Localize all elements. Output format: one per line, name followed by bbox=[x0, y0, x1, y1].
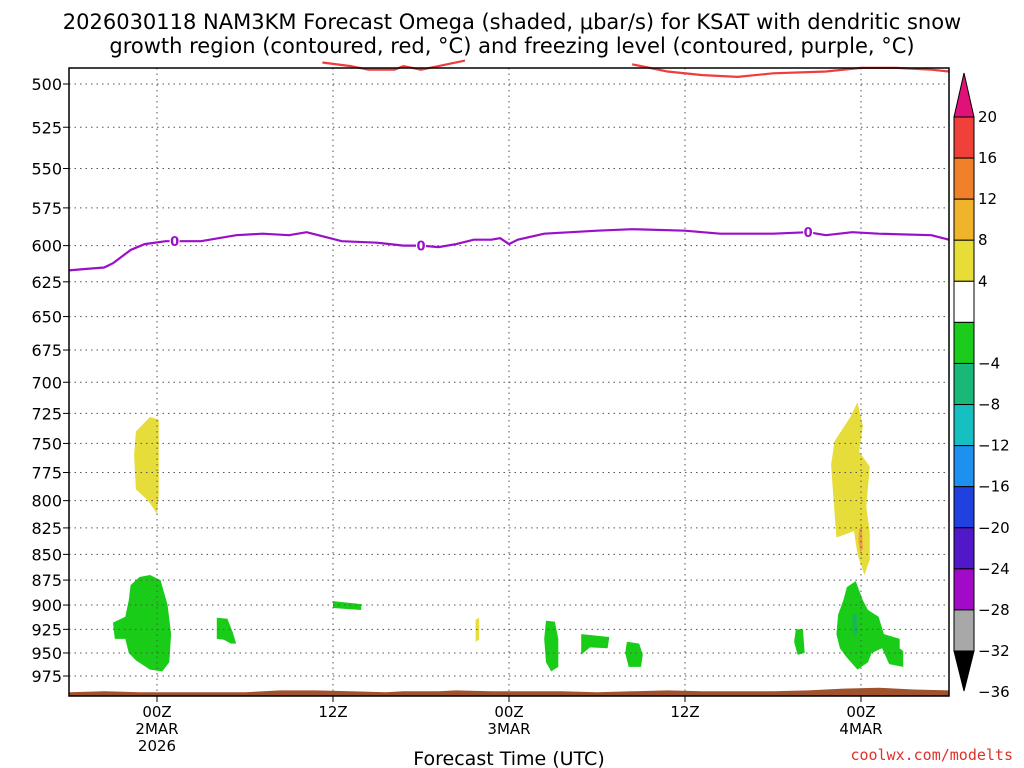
omega-region-11 bbox=[836, 581, 904, 670]
omega-region-4 bbox=[113, 575, 172, 672]
y-tick-label-675: 675 bbox=[31, 341, 62, 360]
y-tick-label-950: 950 bbox=[31, 644, 62, 663]
freezing-level-label-0: 0 bbox=[170, 235, 179, 250]
y-tick-label-825: 825 bbox=[31, 519, 62, 538]
y-tick-label-775: 775 bbox=[31, 463, 62, 482]
colorbar-top-arrow bbox=[953, 72, 975, 118]
omega-region-9 bbox=[625, 641, 643, 667]
colorbar-bottom-arrow bbox=[953, 650, 975, 692]
colorbar-segment-10 bbox=[953, 527, 975, 570]
x-tick-label-40-0: 00Z bbox=[846, 703, 875, 721]
x-axis-title: Forecast Time (UTC) bbox=[413, 748, 604, 768]
colorbar-segment-3 bbox=[953, 239, 975, 282]
ground-layer bbox=[69, 687, 949, 696]
ground-fill bbox=[69, 687, 949, 696]
x-tick-label-20-1: 3MAR bbox=[487, 720, 530, 738]
colorbar-label-8: −16 bbox=[978, 478, 1010, 496]
colorbar-label-0: 20 bbox=[978, 108, 997, 126]
gridlines bbox=[69, 68, 949, 696]
title-line-2: growth region (contoured, red, °C) and f… bbox=[109, 34, 914, 58]
colorbar-label-4: 4 bbox=[978, 272, 988, 290]
omega-region-2 bbox=[858, 526, 863, 553]
colorbar-segment-8 bbox=[953, 445, 975, 488]
y-axis: 500 525 550 575 600 625 650 675 700 725 750 775 800 8… bbox=[31, 75, 69, 686]
omega-region-5 bbox=[216, 617, 237, 644]
freezing-level-label-2: 0 bbox=[804, 226, 813, 241]
omega-region-10 bbox=[794, 629, 805, 655]
colorbar-label-3: 8 bbox=[978, 231, 988, 249]
freezing-level-label-1: 0 bbox=[416, 240, 425, 255]
colorbar-segment-6 bbox=[953, 362, 975, 406]
x-tick-label-0-1: 2MAR bbox=[135, 720, 178, 738]
freezing-label-bg-1 bbox=[416, 237, 426, 253]
omega-shading bbox=[113, 402, 904, 672]
y-tick-label-850: 850 bbox=[31, 545, 62, 564]
colorbar-segment-1 bbox=[953, 157, 975, 200]
chart-title: 2026030118 NAM3KM Forecast Omega (shaded… bbox=[63, 10, 961, 58]
colorbar-segment-5 bbox=[953, 321, 975, 364]
colorbar-label-12: −32 bbox=[978, 642, 1010, 660]
omega-region-12 bbox=[852, 612, 858, 636]
y-tick-label-900: 900 bbox=[31, 596, 62, 615]
colorbar-label-1: 16 bbox=[978, 149, 997, 167]
credit-text: coolwx.com/modelts bbox=[850, 746, 1013, 764]
y-tick-label-700: 700 bbox=[31, 373, 62, 392]
x-tick-label-40-1: 4MAR bbox=[839, 720, 882, 738]
colorbar-label-13: −36 bbox=[978, 683, 1010, 701]
y-tick-label-750: 750 bbox=[31, 434, 62, 453]
title-line-1: 2026030118 NAM3KM Forecast Omega (shaded… bbox=[63, 10, 961, 34]
colorbar-label-11: −28 bbox=[978, 601, 1010, 619]
x-tick-label-30-0: 12Z bbox=[670, 703, 699, 721]
y-tick-label-800: 800 bbox=[31, 492, 62, 511]
freezing-label-bg-2 bbox=[803, 224, 814, 240]
freezing-level-line bbox=[68, 228, 950, 272]
omega-region-8 bbox=[581, 634, 610, 655]
y-tick-label-925: 925 bbox=[31, 620, 62, 639]
y-tick-label-525: 525 bbox=[31, 118, 62, 137]
y-tick-label-650: 650 bbox=[31, 308, 62, 327]
colorbar-segment-9 bbox=[953, 486, 975, 529]
colorbar-segment-11 bbox=[953, 568, 975, 611]
y-tick-label-625: 625 bbox=[31, 273, 62, 292]
omega-region-7 bbox=[544, 620, 559, 672]
colorbar-label-10: −24 bbox=[978, 560, 1010, 578]
x-tick-label-0-0: 00Z bbox=[142, 703, 171, 721]
x-tick-label-0-2: 2026 bbox=[138, 737, 176, 755]
colorbar-label-6: −8 bbox=[978, 396, 1000, 414]
y-tick-label-975: 975 bbox=[31, 667, 62, 686]
colorbar: 20 16 12 8 4 −4 −8 −12 −16 −20 −24 −28 −32 −36 bbox=[953, 72, 1010, 701]
y-tick-label-550: 550 bbox=[31, 159, 62, 178]
x-tick-label-20-0: 00Z bbox=[494, 703, 523, 721]
colorbar-label-9: −20 bbox=[978, 519, 1010, 537]
omega-region-6 bbox=[333, 601, 362, 610]
colorbar-label-5: −4 bbox=[978, 354, 1000, 372]
colorbar-label-7: −12 bbox=[978, 437, 1010, 455]
colorbar-segment-0 bbox=[953, 116, 975, 159]
colorbar-label-2: 12 bbox=[978, 190, 997, 208]
dgz-contour-1 bbox=[631, 63, 950, 79]
colorbar-segment-7 bbox=[953, 404, 975, 447]
y-tick-label-575: 575 bbox=[31, 199, 62, 218]
y-tick-label-600: 600 bbox=[31, 237, 62, 256]
contour-lines: 0 0 0 bbox=[68, 59, 950, 272]
colorbar-segment-12 bbox=[953, 609, 975, 652]
y-tick-label-500: 500 bbox=[31, 75, 62, 94]
omega-region-0 bbox=[134, 417, 159, 514]
x-tick-label-10-0: 12Z bbox=[318, 703, 347, 721]
colorbar-segment-2 bbox=[953, 198, 975, 241]
y-tick-label-725: 725 bbox=[31, 404, 62, 423]
y-tick-label-875: 875 bbox=[31, 571, 62, 590]
colorbar-segment-4 bbox=[953, 280, 975, 323]
freezing-label-bg-0 bbox=[169, 233, 180, 249]
